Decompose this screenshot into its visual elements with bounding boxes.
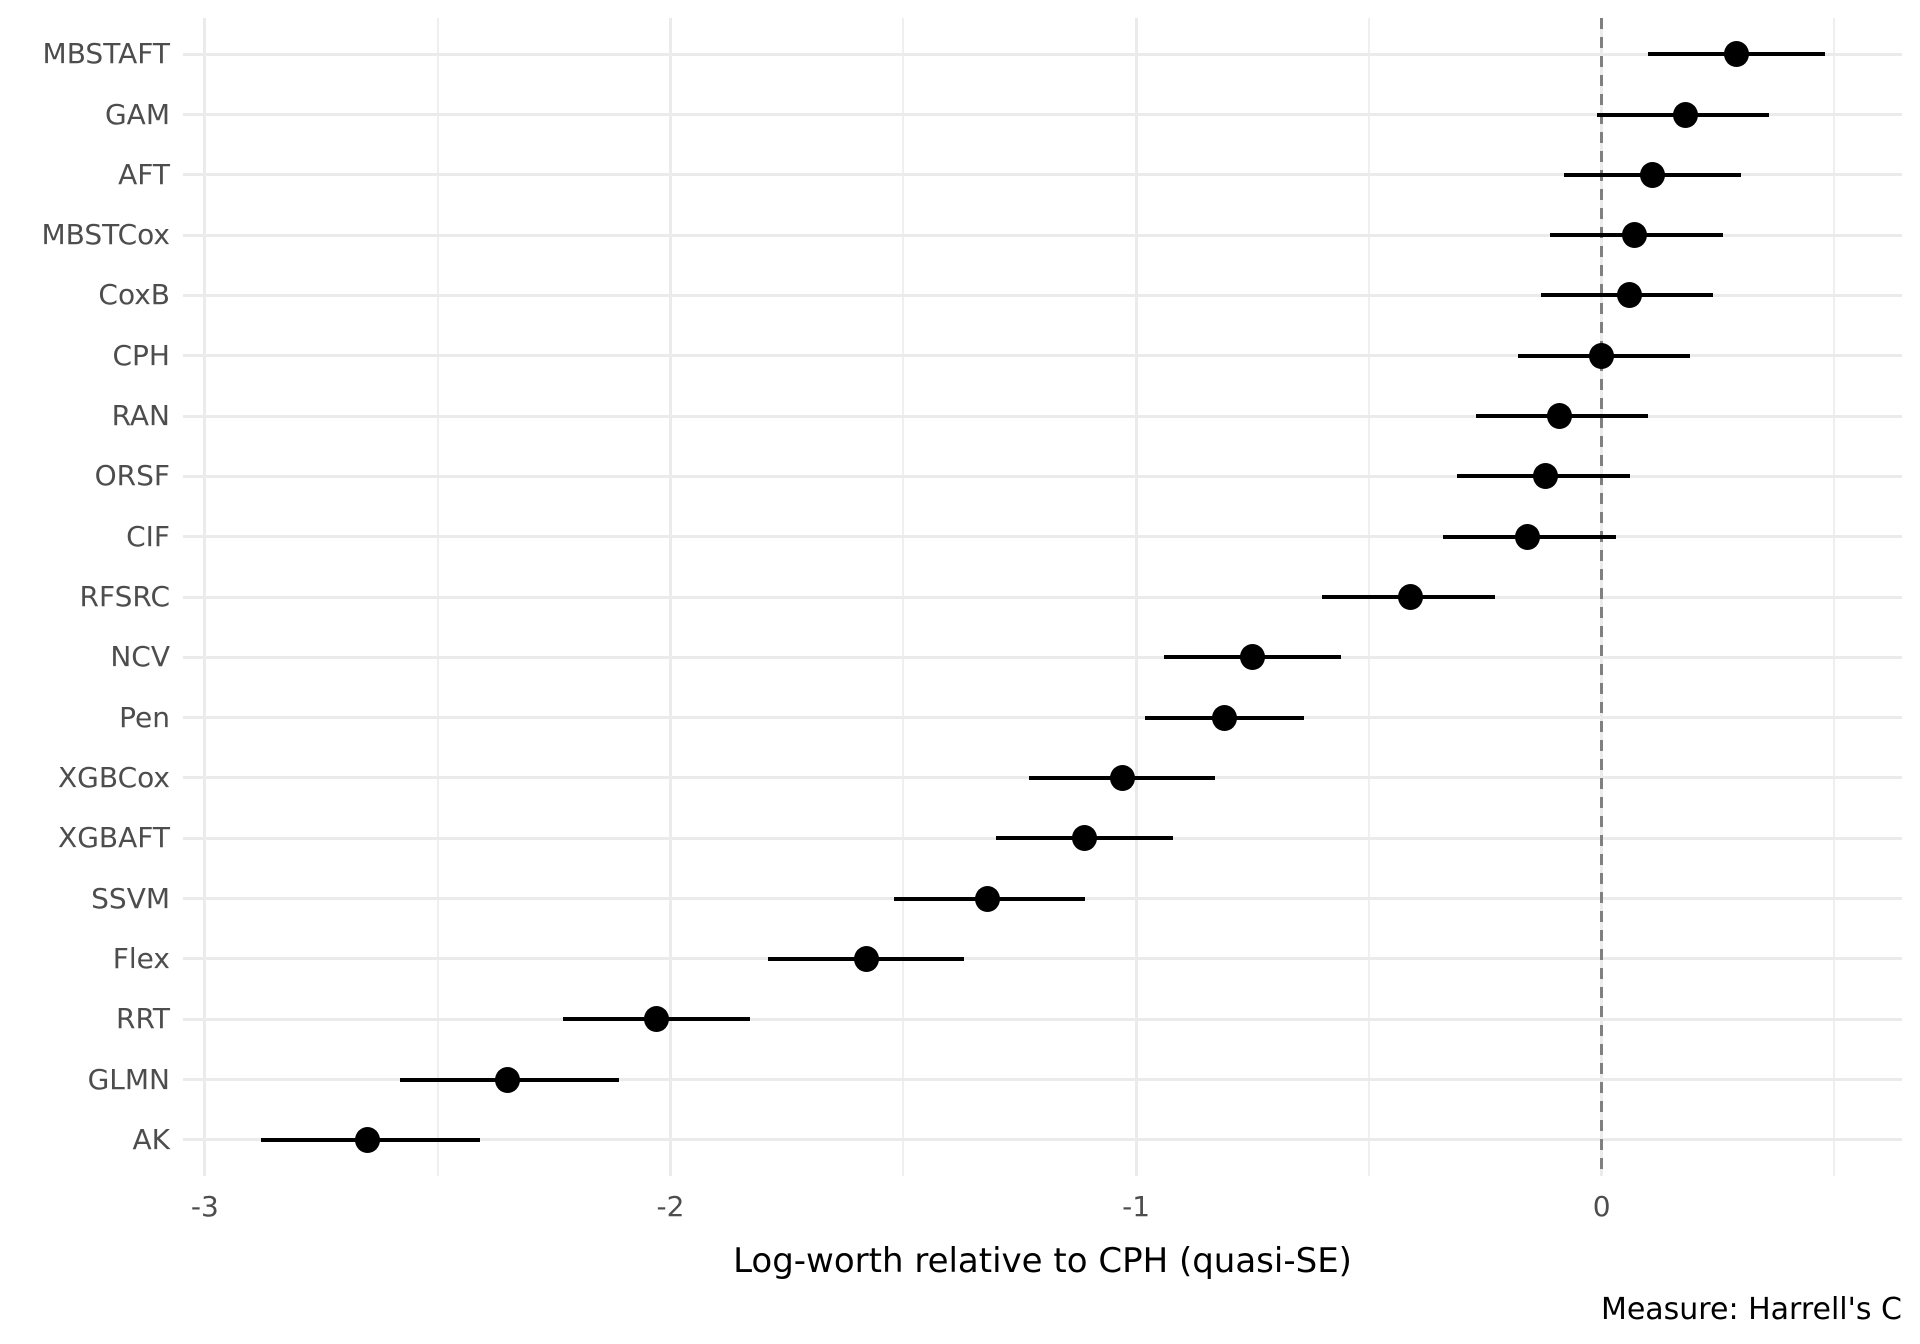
y-axis-label: ORSF <box>94 459 170 493</box>
y-axis-label: SSVM <box>91 881 170 915</box>
point-estimate-dot <box>1621 222 1647 249</box>
row-gridline <box>183 716 1902 720</box>
x-axis-label: -1 <box>1122 1190 1151 1223</box>
point-estimate-dot <box>1672 101 1698 128</box>
y-axis-label: AK <box>132 1122 170 1156</box>
point-estimate-dot <box>355 1126 381 1153</box>
row-gridline <box>183 52 1902 56</box>
y-axis-label: CIF <box>126 519 170 553</box>
y-axis-label: CPH <box>112 338 171 372</box>
y-axis-label: CoxB <box>98 278 170 312</box>
row-gridline <box>183 1078 1902 1081</box>
row-gridline <box>183 595 1902 599</box>
point-estimate-dot <box>853 945 879 972</box>
point-estimate-dot <box>1724 41 1750 68</box>
row-gridline <box>183 655 1902 659</box>
point-estimate-dot <box>1239 644 1265 671</box>
point-estimate-dot <box>1547 403 1573 430</box>
point-estimate-dot <box>1589 342 1615 369</box>
point-estimate-dot <box>1514 523 1540 550</box>
caption-measure: Measure: Harrell's C <box>1600 1292 1902 1327</box>
point-estimate-dot <box>495 1066 521 1093</box>
y-axis-label: RRT <box>116 1002 170 1036</box>
x-axis-label: 0 <box>1592 1190 1611 1223</box>
row-gridline <box>183 414 1902 418</box>
row-gridline <box>183 957 1902 961</box>
x-axis-tick-labels: -3 -2 -1 0 <box>0 1188 1920 1232</box>
point-estimate-dot <box>1617 282 1643 309</box>
point-estimate-dot <box>1109 764 1135 791</box>
y-axis-label: Pen <box>119 700 170 734</box>
point-estimate-dot <box>1212 704 1238 731</box>
x-axis-title: Log-worth relative to CPH (quasi-SE) <box>733 1241 1352 1281</box>
plot-panel <box>183 18 1902 1176</box>
point-estimate-dot <box>1533 463 1559 490</box>
y-axis-label: NCV <box>110 640 170 674</box>
y-axis-label: GLMN <box>87 1062 170 1096</box>
row-gridline <box>183 1017 1902 1021</box>
row-gridline <box>183 535 1902 539</box>
y-axis-label: XGBCox <box>58 760 170 794</box>
x-axis-label: -2 <box>656 1190 685 1223</box>
y-axis-label: AFT <box>118 157 170 191</box>
point-estimate-dot <box>1072 825 1098 852</box>
y-axis-label: Flex <box>112 941 170 975</box>
point-estimate-dot <box>1640 161 1666 188</box>
row-gridline <box>183 233 1902 237</box>
point-estimate-dot <box>1398 584 1424 610</box>
x-axis-label: -3 <box>190 1190 219 1223</box>
row-gridline <box>183 113 1902 116</box>
row-gridline <box>183 474 1902 478</box>
point-estimate-dot <box>644 1006 670 1033</box>
y-axis-category-labels: MBSTAFT GAM AFT MBSTCox CoxB CPH RAN ORSF CIF RFS… <box>0 18 170 1176</box>
y-axis-label: MBSTAFT <box>42 37 170 71</box>
y-axis-label: GAM <box>104 97 170 131</box>
y-axis-label: MBSTCox <box>41 218 170 252</box>
row-gridline <box>183 354 1902 358</box>
y-axis-label: RAN <box>111 399 170 433</box>
row-gridline <box>183 1138 1902 1142</box>
y-axis-label: RFSRC <box>79 580 170 613</box>
row-gridline <box>183 293 1902 297</box>
point-estimate-dot <box>974 885 1000 912</box>
y-axis-label: XGBAFT <box>58 821 170 855</box>
zero-reference-line <box>1600 18 1604 1176</box>
row-gridline <box>183 173 1902 177</box>
